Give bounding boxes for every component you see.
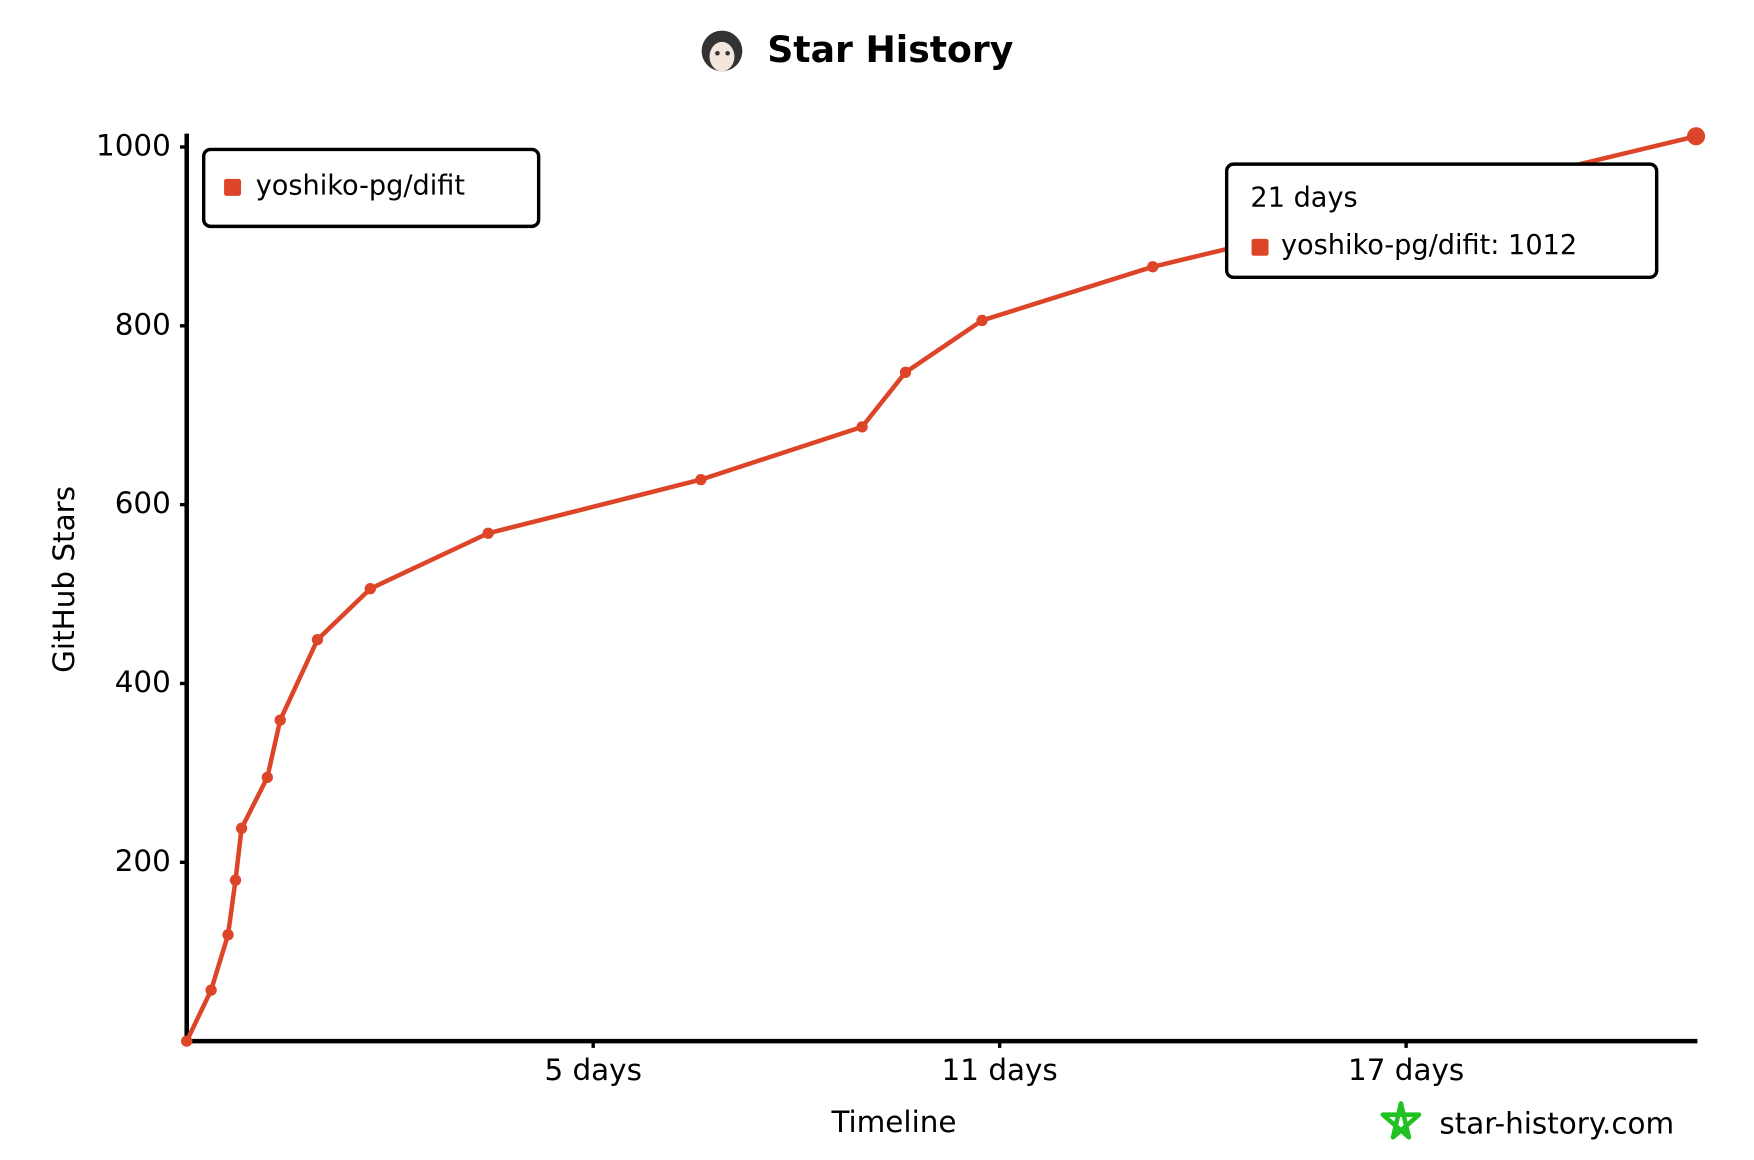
data-point (222, 929, 234, 941)
data-point (311, 634, 324, 646)
title-icon (701, 30, 743, 72)
data-point (274, 714, 286, 726)
data-point (482, 527, 494, 539)
data-point (205, 984, 217, 996)
watermark: star-history.com (1380, 1101, 1674, 1140)
y-axis-label: GitHub Stars (47, 486, 81, 673)
plot-area: 200 400 600 800 1000 5 days 11 days 17 days (96, 127, 1706, 1087)
x-tick-label: 11 days (942, 1053, 1058, 1087)
y-tick-label: 600 (115, 486, 171, 520)
y-tick-label: 200 (115, 844, 171, 878)
tooltip-title: 21 days (1250, 183, 1357, 214)
series-line (184, 134, 1697, 1043)
x-tick-label: 5 days (544, 1053, 641, 1087)
y-tick-label: 800 (115, 307, 171, 341)
x-axis-label: Timeline (830, 1105, 956, 1139)
y-tick-label: 1000 (96, 128, 171, 162)
legend: yoshiko-pg/difit (201, 147, 541, 229)
legend-label: yoshiko-pg/difit (256, 170, 465, 201)
data-point (1147, 261, 1159, 273)
data-point (229, 874, 242, 886)
chart-title: Star History (767, 28, 1013, 71)
data-point (181, 1035, 193, 1047)
watermark-text: star-history.com (1439, 1106, 1674, 1140)
data-point (695, 473, 707, 486)
data-point (856, 421, 868, 433)
tooltip-swatch (1251, 238, 1269, 256)
legend-swatch (224, 178, 242, 196)
y-tick-label: 400 (115, 665, 171, 699)
tooltip-text: yoshiko-pg/difit: 1012 (1281, 230, 1577, 261)
data-point (899, 366, 912, 378)
data-point (235, 822, 248, 834)
x-tick-label: 17 days (1348, 1053, 1464, 1087)
tooltip: 21 days yoshiko-pg/difit: 1012 (1224, 162, 1659, 279)
data-point (1687, 127, 1706, 146)
data-point (976, 314, 988, 327)
data-point (261, 771, 273, 784)
data-point (364, 583, 376, 595)
